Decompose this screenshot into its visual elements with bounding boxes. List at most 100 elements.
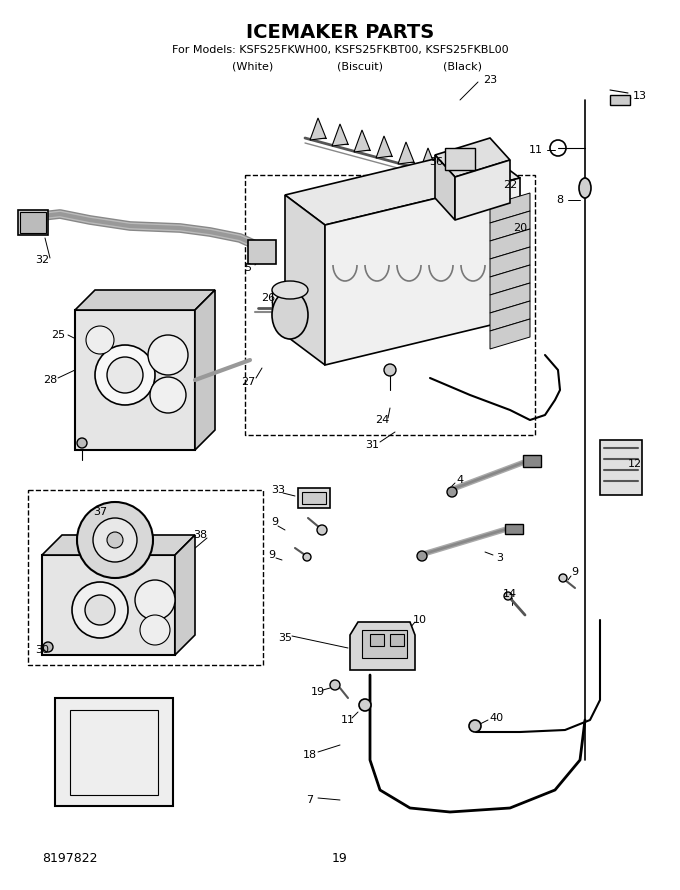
Text: 18: 18 [303,750,317,760]
Circle shape [95,345,155,405]
Polygon shape [442,154,458,176]
Text: ICEMAKER PARTS: ICEMAKER PARTS [246,22,434,42]
Text: For Models: KSFS25FKWH00, KSFS25FKBT00, KSFS25FKBL00: For Models: KSFS25FKWH00, KSFS25FKBT00, … [171,45,509,55]
Circle shape [469,720,481,732]
Polygon shape [490,319,530,349]
Bar [610,95,630,105]
Bar [248,240,276,264]
Polygon shape [490,301,530,331]
Polygon shape [350,622,415,670]
Text: 3: 3 [496,553,503,563]
Bar [505,524,523,534]
Bar [18,210,48,235]
Polygon shape [376,136,392,158]
Text: 9: 9 [571,567,579,577]
Ellipse shape [272,281,308,299]
Text: 30: 30 [35,645,49,655]
Polygon shape [435,138,510,177]
Polygon shape [464,160,480,182]
Polygon shape [490,247,530,277]
Text: 40: 40 [489,713,503,723]
Text: 20: 20 [513,223,527,233]
Text: 11: 11 [529,145,543,155]
Text: 14: 14 [503,589,517,599]
Polygon shape [420,148,436,170]
Text: 38: 38 [193,530,207,540]
Text: 27: 27 [241,377,255,387]
Text: 4: 4 [456,475,464,485]
Text: (Biscuit): (Biscuit) [337,61,383,71]
Text: 23: 23 [483,75,497,85]
Text: 19: 19 [332,852,348,864]
Text: 28: 28 [43,375,57,385]
Bar [600,440,642,495]
Bar [445,148,475,170]
Circle shape [317,525,327,535]
Bar [55,698,173,806]
Text: 13: 13 [633,91,647,101]
Bar [362,630,407,658]
Circle shape [72,582,128,638]
Circle shape [86,326,114,354]
Text: 7: 7 [307,795,313,805]
Polygon shape [435,155,455,220]
Circle shape [303,553,311,561]
Circle shape [85,595,115,625]
Polygon shape [42,555,175,655]
Circle shape [504,592,512,600]
Circle shape [77,438,87,448]
Polygon shape [490,265,530,295]
Bar [28,490,263,665]
Text: (Black): (Black) [443,61,481,71]
Bar [245,175,535,435]
Bar [20,212,46,233]
Circle shape [559,574,567,582]
Ellipse shape [579,178,591,198]
Text: 19: 19 [311,687,325,697]
Polygon shape [354,130,370,152]
Polygon shape [490,211,530,241]
Circle shape [384,364,396,376]
Circle shape [77,502,153,578]
Text: 31: 31 [365,440,379,450]
Circle shape [417,551,427,561]
Circle shape [447,487,457,497]
Text: 37: 37 [93,507,107,517]
Polygon shape [486,166,502,188]
Polygon shape [490,229,530,259]
Text: 35: 35 [278,633,292,643]
Polygon shape [325,178,520,365]
Text: 36: 36 [429,157,443,167]
Text: 9: 9 [271,517,279,527]
Ellipse shape [272,291,308,339]
Polygon shape [490,283,530,313]
Circle shape [107,532,123,548]
Text: 10: 10 [413,615,427,625]
Polygon shape [42,535,195,555]
Text: 24: 24 [375,415,389,425]
Text: 9: 9 [269,550,275,560]
Bar [302,492,326,504]
Circle shape [107,357,143,393]
Circle shape [359,699,371,711]
Text: 22: 22 [503,180,517,190]
Polygon shape [490,193,530,223]
Circle shape [150,377,186,413]
Text: 11: 11 [341,715,355,725]
Polygon shape [332,124,348,146]
Bar [70,710,158,795]
Text: 26: 26 [261,293,275,303]
Text: 8: 8 [556,195,564,205]
Circle shape [140,615,170,645]
Polygon shape [285,148,520,225]
Circle shape [93,518,137,562]
Circle shape [148,335,188,375]
Bar [298,488,330,508]
Polygon shape [285,195,325,365]
Polygon shape [75,310,195,450]
Bar [370,634,384,646]
Bar [390,634,404,646]
Polygon shape [398,142,414,164]
Bar [523,455,541,467]
Text: (White): (White) [233,61,273,71]
